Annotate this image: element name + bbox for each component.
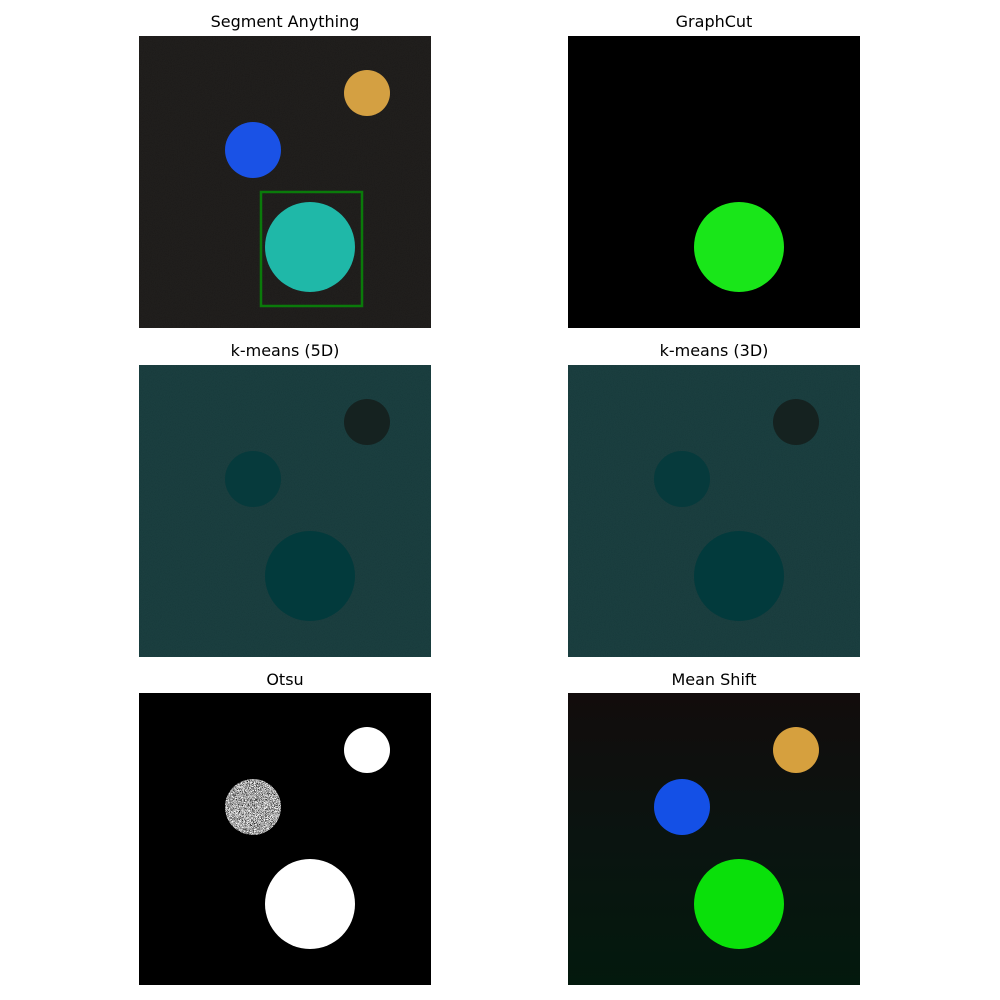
panel-image-otsu xyxy=(139,693,431,985)
circle-blue xyxy=(654,451,710,507)
panel-image-mean-shift xyxy=(568,693,860,985)
circle-blue xyxy=(225,779,281,835)
panel-image-kmeans-3d xyxy=(568,365,860,657)
circle-blue xyxy=(225,122,281,178)
circle-blue xyxy=(654,779,710,835)
panel-title-otsu: Otsu xyxy=(266,670,304,689)
panel-image-kmeans-5d xyxy=(139,365,431,657)
panel-image-segment-anything xyxy=(139,36,431,328)
panel-title-kmeans-3d: k-means (3D) xyxy=(659,341,769,360)
circle-orange xyxy=(773,399,819,445)
circle-large xyxy=(694,531,784,621)
circle-orange xyxy=(344,399,390,445)
panel-title-mean-shift: Mean Shift xyxy=(671,670,757,689)
panel-title-segment-anything: Segment Anything xyxy=(210,12,360,31)
circle-large xyxy=(265,531,355,621)
panel-title-graphcut: GraphCut xyxy=(675,12,753,31)
circle-large xyxy=(694,202,784,292)
panel-title-kmeans-5d: k-means (5D) xyxy=(230,341,340,360)
circle-orange xyxy=(344,70,390,116)
circle-large xyxy=(265,202,355,292)
circle-large xyxy=(265,859,355,949)
circle-orange xyxy=(344,727,390,773)
circle-blue xyxy=(225,451,281,507)
circle-large xyxy=(694,859,784,949)
box-prompt xyxy=(259,190,364,308)
circle-orange xyxy=(773,727,819,773)
panel-image-graphcut xyxy=(568,36,860,328)
